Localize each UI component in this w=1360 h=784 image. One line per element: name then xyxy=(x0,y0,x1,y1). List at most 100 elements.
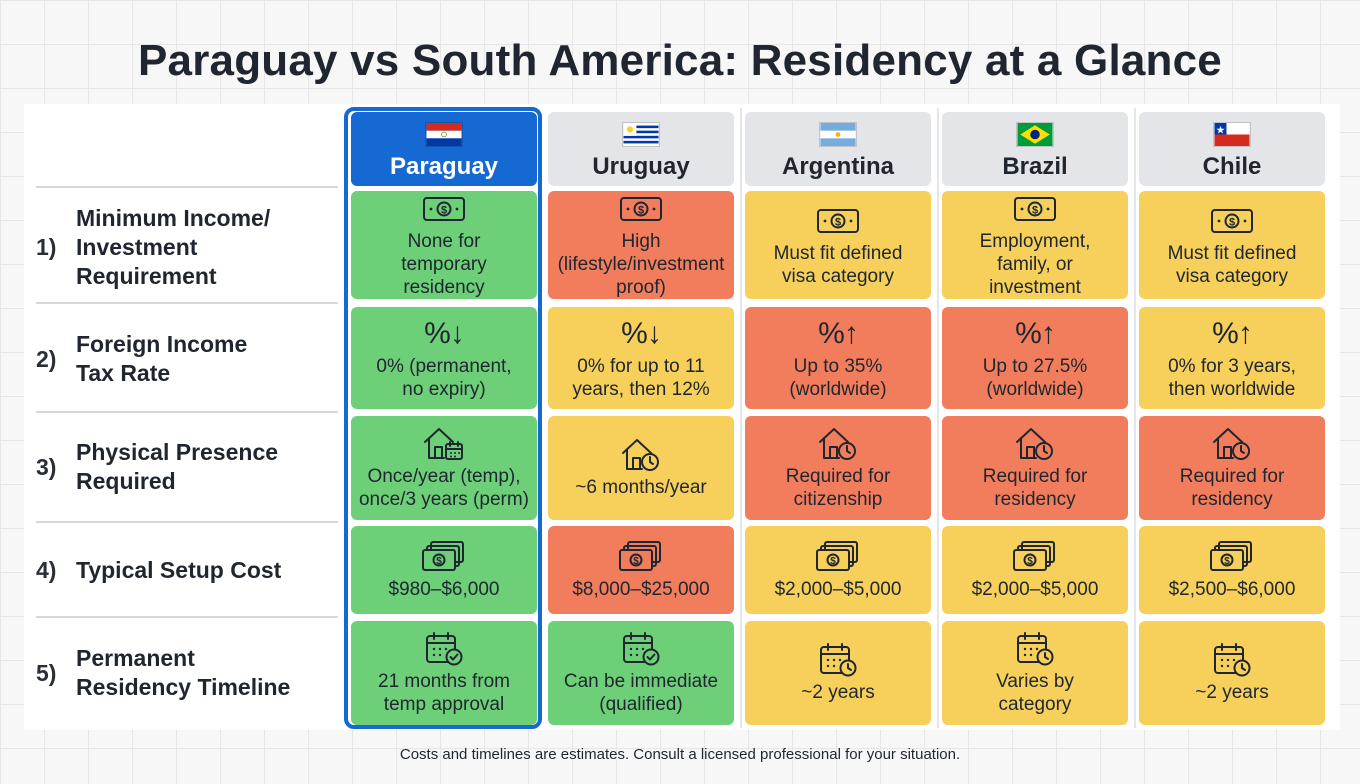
page-title: Paraguay vs South America: Residency at … xyxy=(138,36,1222,85)
row-label-text: Typical Setup Cost xyxy=(76,556,282,583)
cell-chile-row-5: ~2 years xyxy=(1139,621,1325,725)
row-divider xyxy=(36,521,338,523)
cell-text: ~2 years xyxy=(1195,682,1269,703)
cell-text: High (lifestyle/investment proof) xyxy=(557,231,725,298)
cell-text: Required for citizenship xyxy=(785,465,891,510)
country-name: Brazil xyxy=(1002,153,1068,180)
column-divider xyxy=(740,108,742,728)
cell-paraguay-row-3: Once/year (temp), once/3 years (perm) xyxy=(351,416,537,520)
percent-up-icon: %↑ xyxy=(818,316,859,350)
calendar-check-icon xyxy=(424,631,464,667)
money-icon: $ xyxy=(1210,203,1254,239)
cell-text: 0% (permanent, no expiry) xyxy=(376,355,512,400)
cash-stack-icon: $ xyxy=(421,539,467,575)
svg-text:$: $ xyxy=(1027,556,1033,567)
house-calendar-icon xyxy=(422,426,466,462)
cell-chile-row-2: %↑ 0% for 3 years, then worldwide xyxy=(1139,307,1325,409)
row-divider xyxy=(36,302,338,304)
chile-flag xyxy=(1213,122,1251,147)
cell-argentina-row-5: ~2 years xyxy=(745,621,931,725)
cell-paraguay-row-4: $ $980–$6,000 xyxy=(351,526,537,614)
cell-paraguay-row-1: $ None for temporary residency xyxy=(351,191,537,299)
cell-brazil-row-4: $ $2,000–$5,000 xyxy=(942,526,1128,614)
money-icon: $ xyxy=(1013,191,1057,227)
cell-argentina-row-1: $ Must fit defined visa category xyxy=(745,191,931,299)
cell-text: 0% for up to 11 years, then 12% xyxy=(572,355,710,400)
row-label: 1) Minimum Income/ Investment Requirement xyxy=(36,191,338,303)
cell-chile-row-1: $ Must fit defined visa category xyxy=(1139,191,1325,299)
cell-text: Employment, family, or investment xyxy=(979,231,1091,298)
column-divider xyxy=(1134,108,1136,728)
country-name: Chile xyxy=(1202,153,1262,180)
cash-stack-icon: $ xyxy=(618,539,664,575)
money-icon: $ xyxy=(422,191,466,227)
cell-text: ~2 years xyxy=(801,682,875,703)
row-label: 2) Foreign Income Tax Rate xyxy=(36,306,338,412)
cell-argentina-row-2: %↑ Up to 35% (worldwide) xyxy=(745,307,931,409)
footnote: Costs and timelines are estimates. Consu… xyxy=(399,746,961,763)
house-clock-icon xyxy=(620,437,662,473)
cell-text: ~6 months/year xyxy=(575,477,707,498)
svg-text:$: $ xyxy=(436,556,442,567)
svg-text:$: $ xyxy=(638,205,644,217)
cash-stack-icon: $ xyxy=(815,539,861,575)
row-label: 5) Permanent Residency Timeline xyxy=(36,620,338,726)
row-number: 4) xyxy=(36,556,57,583)
cell-uruguay-row-1: $ High (lifestyle/investment proof) xyxy=(548,191,734,299)
house-clock-icon xyxy=(1014,426,1056,462)
percent-up-icon: %↑ xyxy=(1015,316,1056,350)
cell-text: 0% for 3 years, then worldwide xyxy=(1168,355,1296,400)
house-clock-icon xyxy=(817,426,859,462)
percent-down-icon: %↓ xyxy=(424,316,465,350)
calendar-check-icon xyxy=(621,631,661,667)
calendar-clock-icon xyxy=(1015,631,1055,667)
country-name: Argentina xyxy=(781,153,894,180)
cell-text: Up to 35% (worldwide) xyxy=(789,355,887,400)
cash-stack-icon: $ xyxy=(1012,539,1058,575)
svg-text:$: $ xyxy=(1229,216,1235,228)
cell-argentina-row-4: $ $2,000–$5,000 xyxy=(745,526,931,614)
cell-paraguay-row-2: %↓ 0% (permanent, no expiry) xyxy=(351,307,537,409)
cell-text: $2,500–$6,000 xyxy=(1168,579,1296,600)
cell-text: Required for residency xyxy=(1179,465,1285,510)
cell-text: $980–$6,000 xyxy=(388,579,500,600)
calendar-clock-icon xyxy=(818,642,858,678)
house-clock-icon xyxy=(1211,426,1253,462)
paraguay-flag xyxy=(425,122,463,147)
row-divider xyxy=(36,616,338,618)
calendar-clock-icon xyxy=(1212,642,1252,678)
row-label-text: Minimum Income/ Investment Requirement xyxy=(76,204,271,289)
cell-uruguay-row-2: %↓ 0% for up to 11 years, then 12% xyxy=(548,307,734,409)
uruguay-flag xyxy=(622,122,660,147)
cell-uruguay-row-4: $ $8,000–$25,000 xyxy=(548,526,734,614)
column-header-brazil: Brazil xyxy=(942,112,1128,186)
money-icon: $ xyxy=(816,203,860,239)
cell-text: $2,000–$5,000 xyxy=(971,579,1099,600)
row-divider xyxy=(36,186,338,188)
svg-text:$: $ xyxy=(830,556,836,567)
svg-text:$: $ xyxy=(1032,205,1038,217)
row-number: 2) xyxy=(36,345,57,372)
row-label-text: Permanent Residency Timeline xyxy=(76,645,291,700)
cell-paraguay-row-5: 21 months from temp approval xyxy=(351,621,537,725)
column-header-argentina: Argentina xyxy=(745,112,931,186)
row-number: 5) xyxy=(36,659,57,686)
column-header-chile: Chile xyxy=(1139,112,1325,186)
svg-text:$: $ xyxy=(441,205,447,217)
cell-text: Can be immediate (qualified) xyxy=(563,670,719,715)
cell-text: $8,000–$25,000 xyxy=(572,579,710,600)
cell-chile-row-3: Required for residency xyxy=(1139,416,1325,520)
cell-text: 21 months from temp approval xyxy=(378,670,510,715)
money-icon: $ xyxy=(619,191,663,227)
country-name: Paraguay xyxy=(389,153,499,180)
cell-text: None for temporary residency xyxy=(401,231,487,298)
row-number: 1) xyxy=(36,233,57,260)
argentina-flag xyxy=(819,122,857,147)
cell-text: Required for residency xyxy=(982,465,1088,510)
column-header-paraguay: Paraguay xyxy=(351,112,537,186)
cell-uruguay-row-5: Can be immediate (qualified) xyxy=(548,621,734,725)
svg-text:$: $ xyxy=(633,556,639,567)
percent-up-icon: %↑ xyxy=(1212,316,1253,350)
cell-argentina-row-3: Required for citizenship xyxy=(745,416,931,520)
cell-text: Varies by category xyxy=(996,670,1074,715)
